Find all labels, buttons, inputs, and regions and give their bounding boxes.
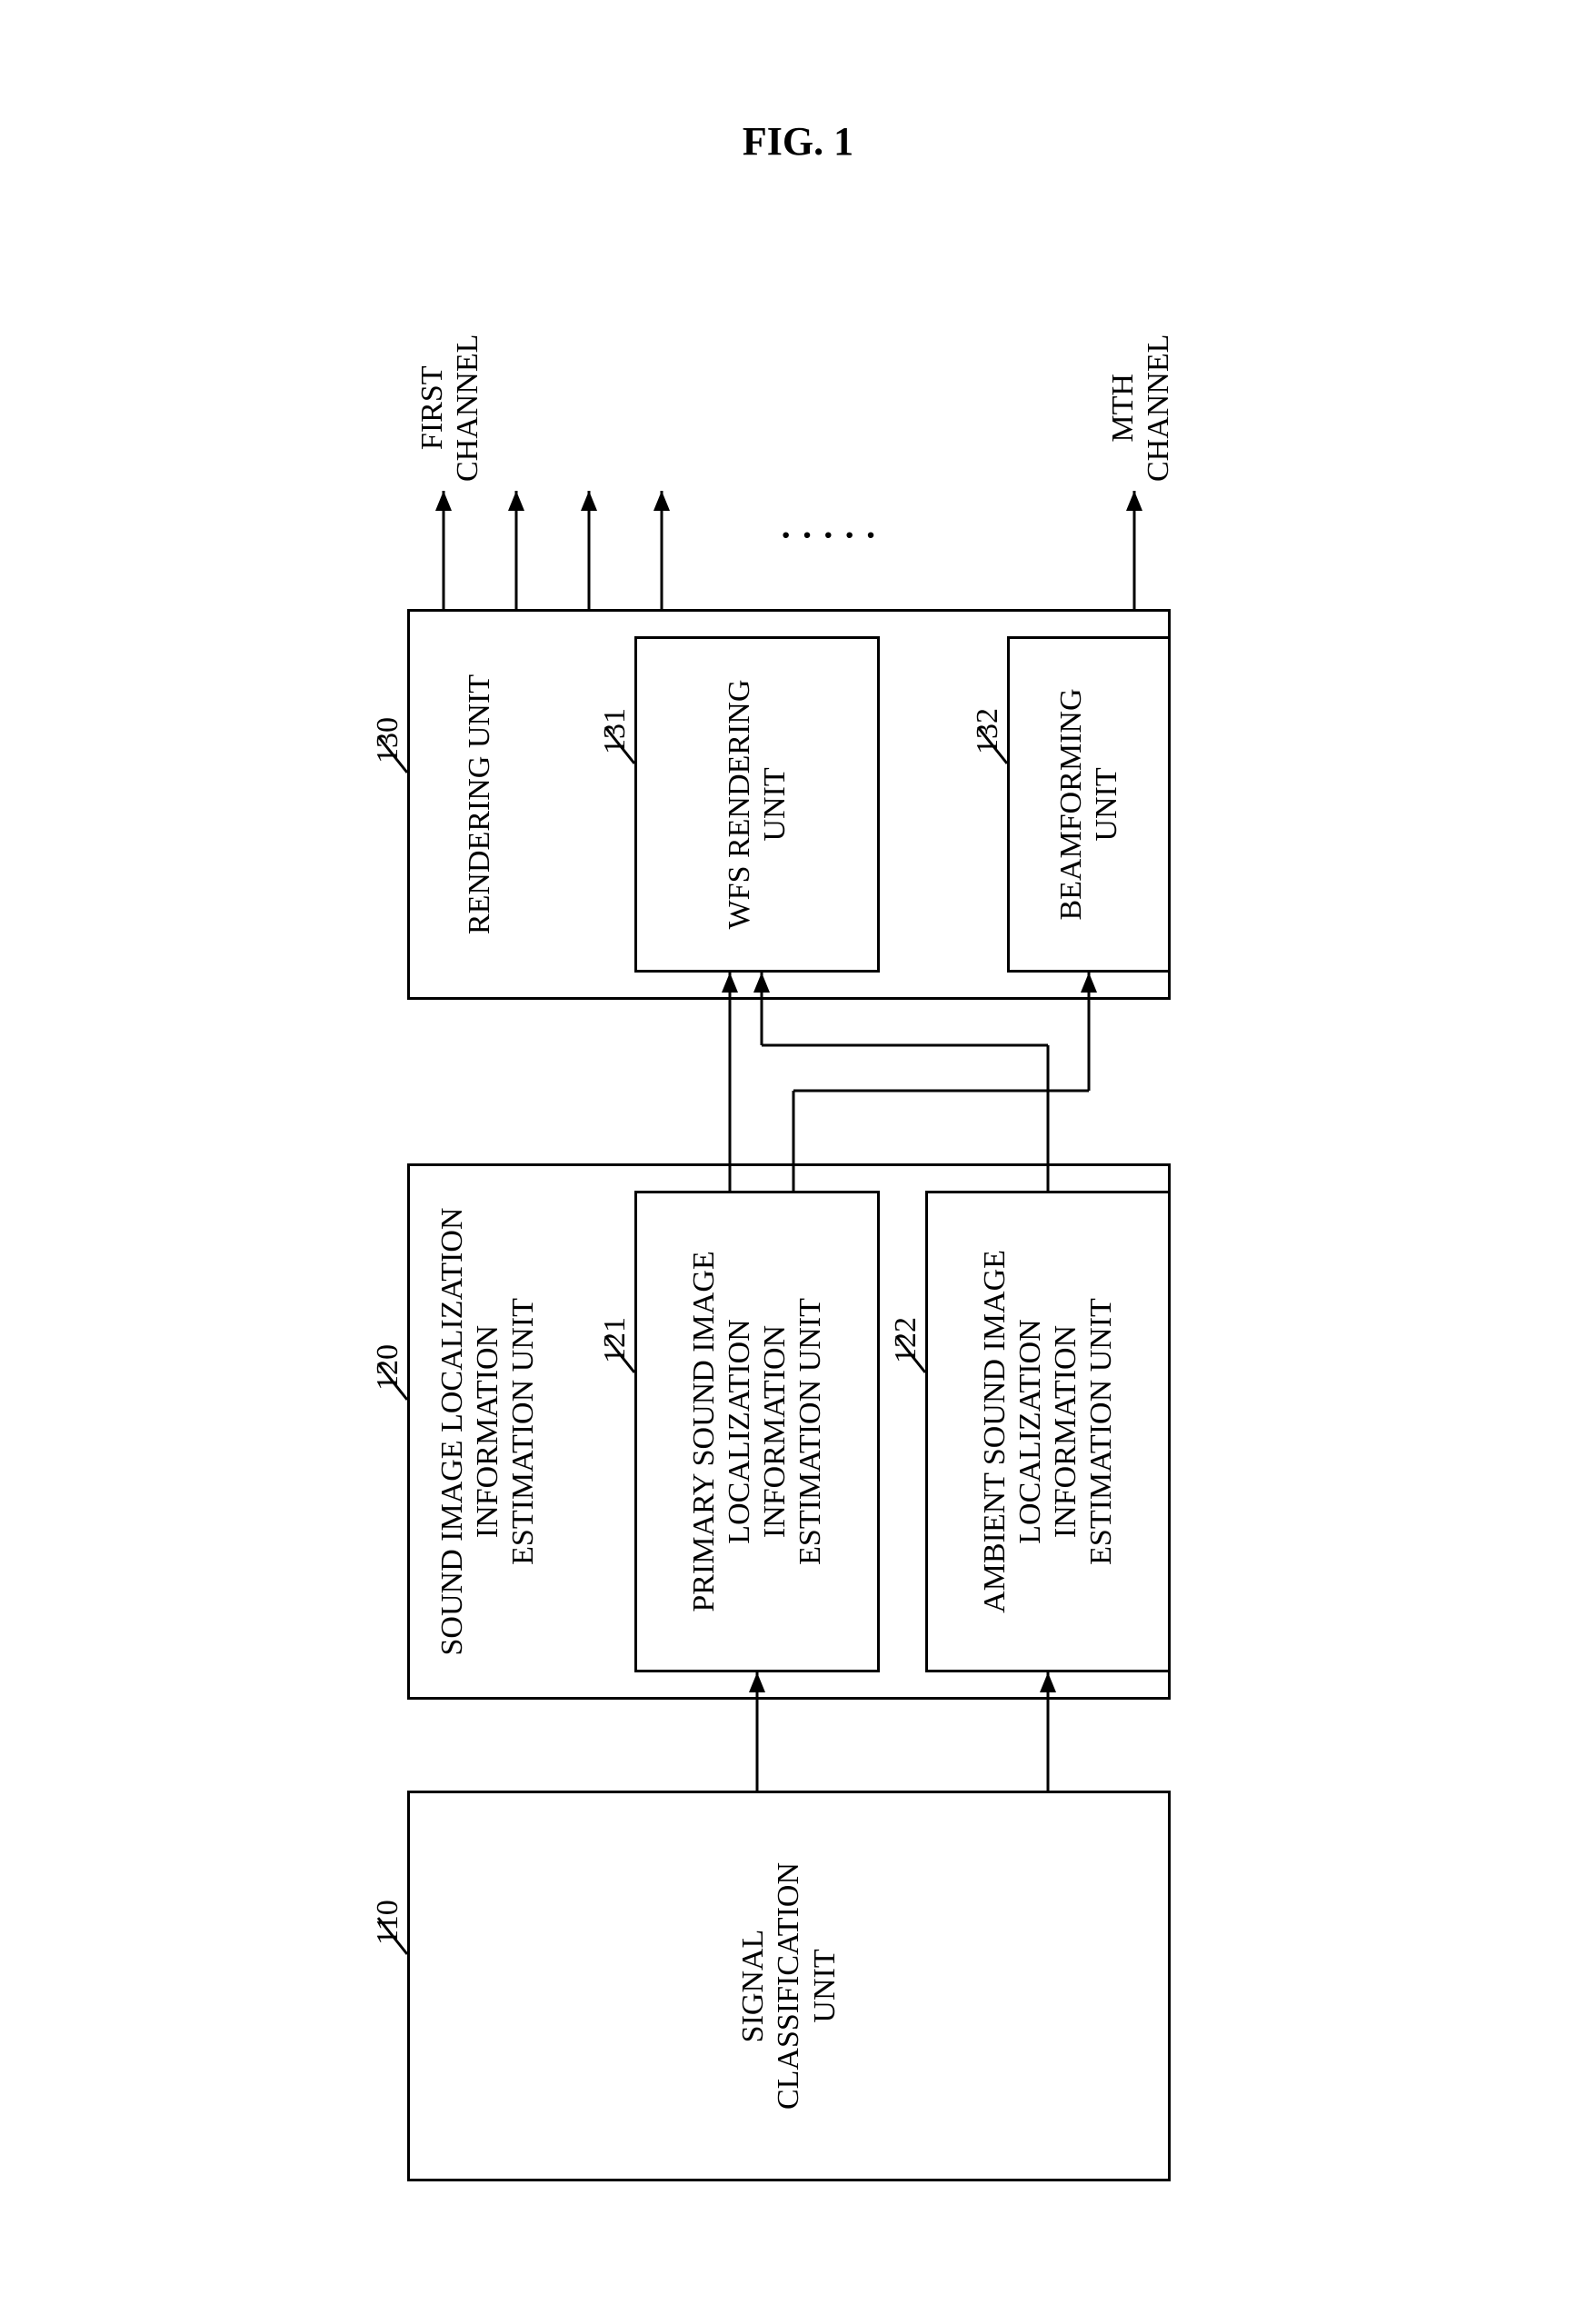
- box-120-title: SOUND IMAGE LOCALIZATIONINFORMATIONESTIM…: [434, 1163, 541, 1700]
- ref-130: 130: [371, 717, 405, 763]
- mth-channel-label: MTHCHANNEL: [1105, 334, 1176, 482]
- ref-132: 132: [971, 708, 1005, 754]
- ref-120: 120: [371, 1344, 405, 1391]
- beamforming-unit: BEAMFORMINGUNIT: [1007, 636, 1171, 973]
- box-131-text: WFS RENDERINGUNIT: [722, 680, 793, 930]
- ref-131: 131: [598, 708, 633, 754]
- wfs-rendering-unit: WFS RENDERINGUNIT: [634, 636, 880, 973]
- box-110-text: SIGNALCLASSIFICATIONUNIT: [735, 1862, 842, 2110]
- ref-110: 110: [371, 1900, 405, 1945]
- output-dots: ·····: [780, 514, 886, 556]
- diagram-container: SIGNALCLASSIFICATIONUNIT 110 SOUND IMAGE…: [253, 273, 1343, 2181]
- primary-sound-image-unit: PRIMARY SOUND IMAGELOCALIZATIONINFORMATI…: [634, 1191, 880, 1672]
- box-122-text: AMBIENT SOUND IMAGELOCALIZATIONINFORMATI…: [977, 1250, 1119, 1613]
- signal-classification-unit: SIGNALCLASSIFICATIONUNIT: [407, 1791, 1171, 2181]
- box-132-text: BEAMFORMINGUNIT: [1053, 688, 1124, 920]
- ref-122: 122: [889, 1317, 923, 1363]
- ambient-sound-image-unit: AMBIENT SOUND IMAGELOCALIZATIONINFORMATI…: [925, 1191, 1171, 1672]
- ref-121: 121: [598, 1317, 633, 1363]
- figure-title: FIG. 1: [0, 118, 1596, 165]
- box-121-text: PRIMARY SOUND IMAGELOCALIZATIONINFORMATI…: [686, 1251, 828, 1612]
- box-130-title: RENDERING UNIT: [462, 609, 497, 1000]
- first-channel-label: FIRSTCHANNEL: [414, 334, 485, 482]
